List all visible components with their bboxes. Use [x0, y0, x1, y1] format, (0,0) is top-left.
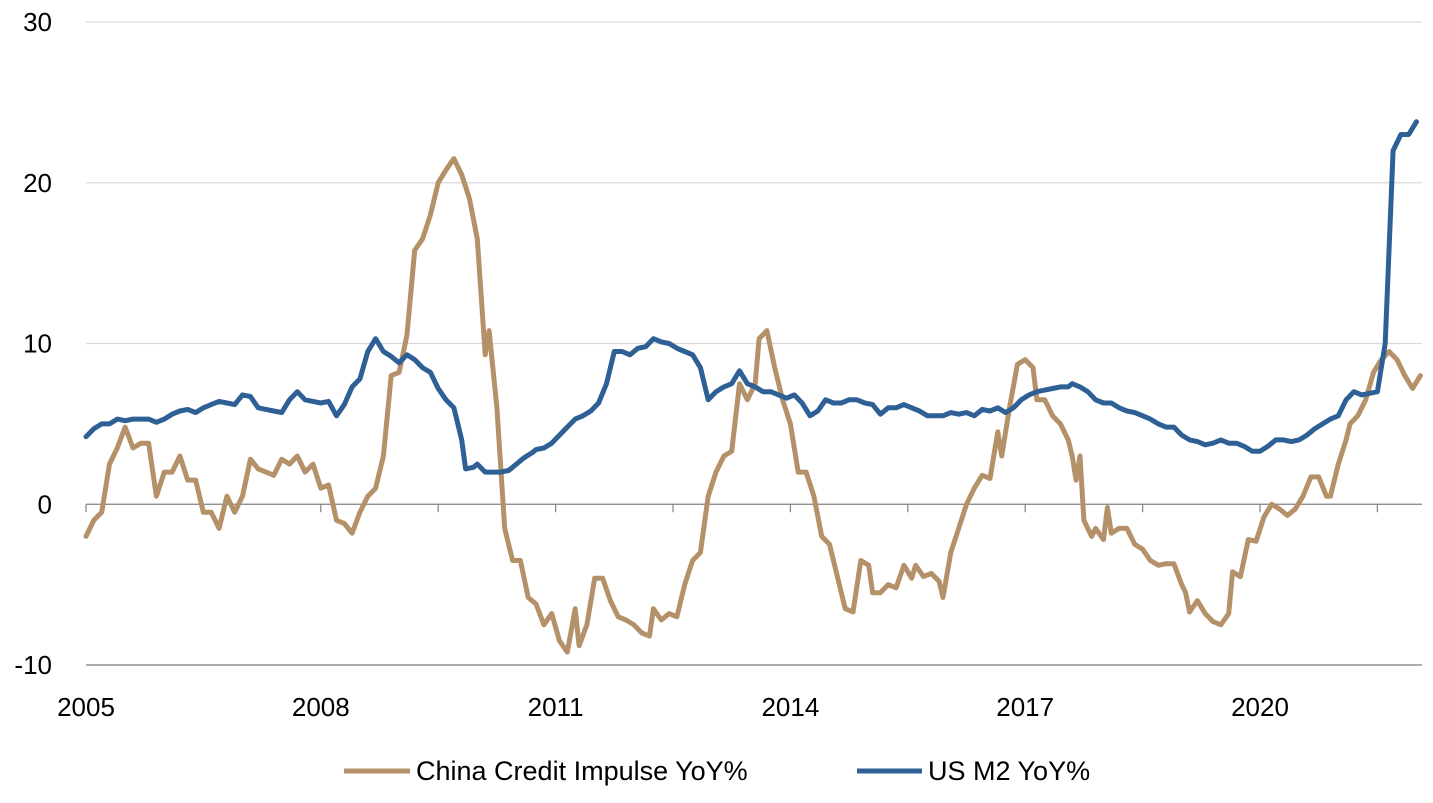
y-tick-label: -10 — [14, 650, 52, 680]
axes: -10 0 10 20 30 2005 2008 2011 2014 2017 2020 — [14, 7, 1422, 722]
legend-label: China Credit Impulse YoY% — [416, 756, 748, 786]
series-lines — [83, 119, 1423, 655]
legend-label: US M2 YoY% — [928, 756, 1090, 786]
y-tick-label: 0 — [38, 489, 52, 519]
legend: China Credit Impulse YoY% US M2 YoY% — [344, 756, 1090, 786]
x-tick-label: 2011 — [528, 692, 584, 722]
gridlines — [86, 21, 1422, 666]
us-m2-line — [83, 119, 1419, 475]
y-tick-label: 30 — [23, 7, 52, 37]
y-tick-label: 20 — [23, 168, 52, 198]
x-tick-label: 2014 — [761, 692, 819, 722]
y-tick-label: 10 — [23, 329, 52, 359]
x-tick-label: 2005 — [57, 692, 115, 722]
x-tick-label: 2008 — [292, 692, 350, 722]
x-tick-label: 2017 — [996, 692, 1054, 722]
x-tick-label: 2020 — [1231, 692, 1289, 722]
china-credit-impulse-line — [83, 156, 1423, 655]
